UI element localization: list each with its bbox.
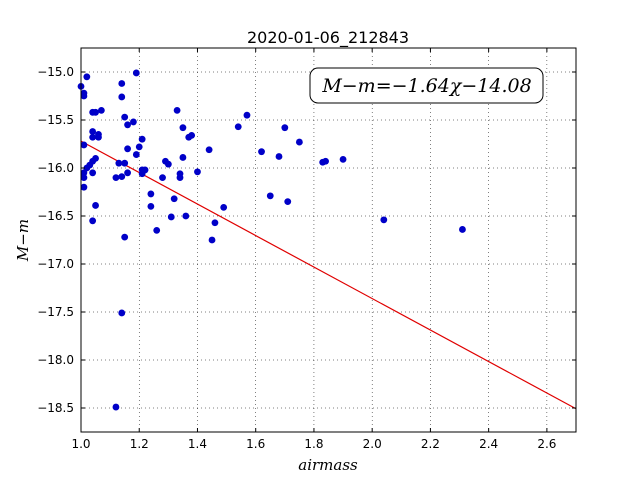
data-point [188, 131, 196, 139]
data-point [322, 157, 329, 165]
y-axis-label: M−m [14, 219, 32, 262]
data-points [77, 69, 466, 411]
fit-equation: M−m=−1.64χ−14.08 [321, 75, 531, 97]
data-point [89, 169, 97, 177]
data-point [179, 154, 187, 161]
y-tick-label: −18.5 [37, 401, 74, 415]
data-point [208, 236, 216, 244]
data-point [284, 198, 292, 206]
data-point [92, 202, 99, 209]
x-tick-label: 1.6 [246, 437, 265, 451]
data-point [83, 73, 91, 81]
data-point [173, 107, 181, 114]
data-point [164, 160, 172, 168]
y-tick-label: −18.0 [37, 353, 74, 367]
x-tick-label: 2.6 [537, 437, 556, 451]
data-point [179, 124, 187, 132]
data-point [80, 141, 88, 149]
data-point [194, 168, 201, 176]
data-point [182, 212, 190, 220]
data-point [121, 113, 129, 121]
data-point [211, 219, 219, 227]
tick-labels: 1.0 1.2 1.4 1.6 1.8 2.0 2.2 2.4 2.6 −15.0 −15.5 −16… [37, 65, 556, 451]
data-point [92, 155, 99, 162]
x-tick-label: 2.0 [363, 437, 382, 451]
chart-title: 2020-01-06_212843 [247, 28, 409, 48]
data-point [243, 111, 251, 119]
fit-annotation-box [309, 67, 544, 104]
y-tick-label: −17.0 [37, 257, 74, 271]
data-point [159, 174, 166, 182]
plot-frame [80, 47, 577, 433]
data-point [380, 216, 388, 224]
x-axis-label: airmass [298, 456, 358, 474]
data-point [170, 195, 178, 203]
data-point [147, 190, 155, 198]
data-point [220, 203, 228, 211]
y-tick-label: −15.0 [37, 65, 74, 79]
data-point [130, 118, 137, 126]
fit-line [80, 140, 577, 410]
data-point [121, 159, 129, 167]
x-tick-label: 1.8 [304, 437, 323, 451]
data-point [459, 226, 466, 233]
data-point [118, 309, 126, 317]
data-point [124, 121, 131, 129]
data-point [167, 213, 175, 221]
data-point [112, 403, 120, 411]
data-point [135, 143, 143, 151]
data-point [118, 173, 126, 181]
plot-area [81, 48, 576, 432]
data-point [258, 148, 265, 156]
data-point [80, 92, 88, 100]
data-point [132, 69, 140, 77]
axis-ticks [80, 48, 576, 432]
data-point [124, 169, 131, 177]
data-point [112, 174, 120, 182]
data-point [141, 166, 149, 174]
data-point [92, 108, 99, 116]
data-point [132, 151, 140, 158]
data-point [118, 93, 126, 101]
data-point [89, 128, 97, 135]
y-tick-label: −15.5 [37, 113, 74, 127]
data-point [266, 192, 274, 200]
x-tick-label: 1.4 [188, 437, 207, 451]
data-point [124, 145, 131, 153]
data-point [234, 123, 242, 131]
fit-annotation: M−m=−1.64χ−14.08 [309, 67, 544, 104]
data-point [97, 107, 105, 114]
data-point [339, 155, 347, 163]
data-point [153, 227, 161, 234]
data-point [115, 159, 123, 167]
data-point [176, 174, 184, 182]
x-tick-label: 2.2 [421, 437, 440, 451]
data-point [121, 233, 129, 241]
data-point [118, 80, 126, 87]
x-tick-label: 2.4 [479, 437, 498, 451]
data-point [80, 174, 88, 182]
data-point [295, 138, 303, 146]
data-point [80, 183, 88, 191]
y-tick-label: −16.5 [37, 209, 74, 223]
fit-line-layer [80, 140, 577, 410]
y-tick-label: −17.5 [37, 305, 74, 319]
data-point [95, 131, 102, 138]
data-point [205, 146, 213, 154]
x-tick-label: 1.0 [71, 437, 90, 451]
x-tick-label: 1.2 [130, 437, 149, 451]
data-point [147, 203, 155, 210]
data-point [275, 153, 283, 160]
data-point [281, 124, 289, 132]
data-point [89, 133, 97, 141]
y-tick-label: −16.0 [37, 161, 74, 175]
data-point [138, 135, 146, 143]
data-point [89, 217, 97, 225]
